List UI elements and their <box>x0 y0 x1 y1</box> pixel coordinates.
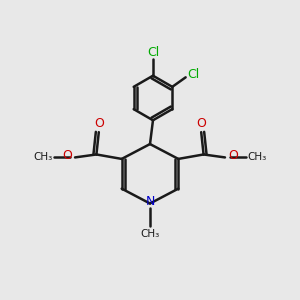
Text: CH₃: CH₃ <box>247 152 266 162</box>
Text: Cl: Cl <box>187 68 199 81</box>
Text: O: O <box>62 149 72 162</box>
Text: O: O <box>94 117 104 130</box>
Text: CH₃: CH₃ <box>140 229 160 239</box>
Text: N: N <box>145 195 155 208</box>
Text: O: O <box>196 117 206 130</box>
Text: O: O <box>228 149 238 162</box>
Text: Cl: Cl <box>147 46 159 59</box>
Text: CH₃: CH₃ <box>34 152 53 162</box>
